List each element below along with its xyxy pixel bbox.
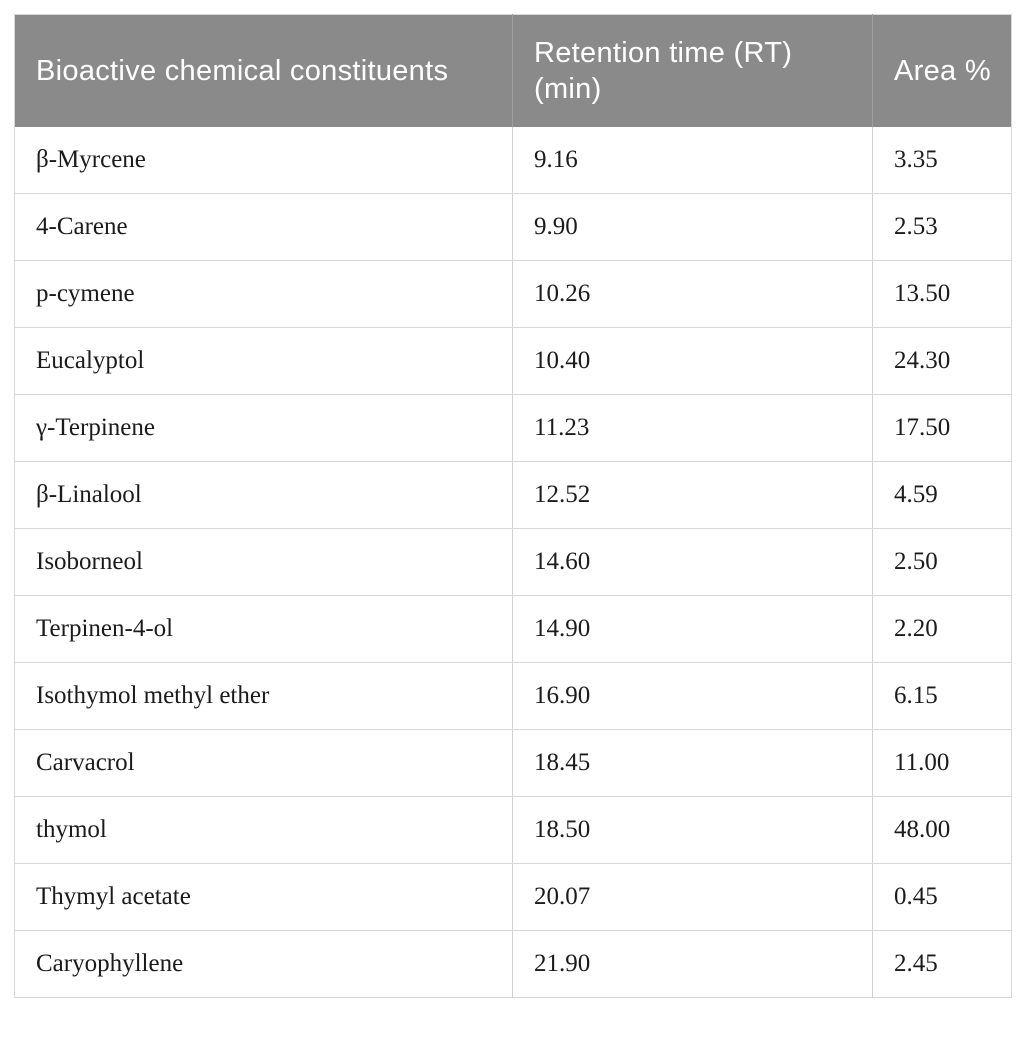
- retention-time-cell: 20.07: [512, 863, 873, 931]
- constituent-cell: β-Linalool: [14, 461, 513, 529]
- retention-time-cell: 12.52: [512, 461, 873, 529]
- area-percent-cell: 11.00: [872, 729, 1012, 797]
- retention-time-cell: 18.50: [512, 796, 873, 864]
- area-percent-cell: 2.50: [872, 528, 1012, 596]
- constituent-cell: Eucalyptol: [14, 327, 513, 395]
- table-body: β-Myrcene 9.16 3.35 4-Carene 9.90 2.53 p…: [14, 126, 1012, 998]
- table-row: Thymyl acetate 20.07 0.45: [14, 863, 1012, 931]
- area-percent-cell: 3.35: [872, 126, 1012, 194]
- table-row: Eucalyptol 10.40 24.30: [14, 327, 1012, 395]
- retention-time-cell: 14.60: [512, 528, 873, 596]
- retention-time-cell: 16.90: [512, 662, 873, 730]
- retention-time-cell: 10.26: [512, 260, 873, 328]
- retention-time-cell: 21.90: [512, 930, 873, 998]
- area-percent-cell: 4.59: [872, 461, 1012, 529]
- table-row: Caryophyllene 21.90 2.45: [14, 930, 1012, 998]
- constituent-cell: Caryophyllene: [14, 930, 513, 998]
- constituents-table-container: Bioactive chemical constituents Retentio…: [14, 14, 1012, 998]
- header-row: Bioactive chemical constituents Retentio…: [14, 14, 1012, 127]
- table-row: β-Myrcene 9.16 3.35: [14, 126, 1012, 194]
- constituent-cell: Carvacrol: [14, 729, 513, 797]
- table-header: Bioactive chemical constituents Retentio…: [14, 14, 1012, 127]
- constituent-cell: Isothymol methyl ether: [14, 662, 513, 730]
- table-row: Carvacrol 18.45 11.00: [14, 729, 1012, 797]
- retention-time-cell: 9.90: [512, 193, 873, 261]
- constituent-cell: thymol: [14, 796, 513, 864]
- table-row: β-Linalool 12.52 4.59: [14, 461, 1012, 529]
- area-percent-cell: 2.45: [872, 930, 1012, 998]
- header-retention-time: Retention time (RT) (min): [512, 14, 873, 127]
- constituent-cell: p-cymene: [14, 260, 513, 328]
- retention-time-cell: 18.45: [512, 729, 873, 797]
- table-row: thymol 18.50 48.00: [14, 796, 1012, 864]
- constituent-cell: 4-Carene: [14, 193, 513, 261]
- retention-time-cell: 9.16: [512, 126, 873, 194]
- header-constituents: Bioactive chemical constituents: [14, 14, 513, 127]
- constituent-cell: β-Myrcene: [14, 126, 513, 194]
- table-row: p-cymene 10.26 13.50: [14, 260, 1012, 328]
- constituents-table: Bioactive chemical constituents Retentio…: [14, 14, 1012, 998]
- area-percent-cell: 6.15: [872, 662, 1012, 730]
- retention-time-cell: 10.40: [512, 327, 873, 395]
- constituent-cell: Thymyl acetate: [14, 863, 513, 931]
- area-percent-cell: 48.00: [872, 796, 1012, 864]
- table-row: Terpinen-4-ol 14.90 2.20: [14, 595, 1012, 663]
- table-row: γ-Terpinene 11.23 17.50: [14, 394, 1012, 462]
- table-row: Isothymol methyl ether 16.90 6.15: [14, 662, 1012, 730]
- retention-time-cell: 14.90: [512, 595, 873, 663]
- area-percent-cell: 2.53: [872, 193, 1012, 261]
- header-area-percent: Area %: [872, 14, 1012, 127]
- table-row: Isoborneol 14.60 2.50: [14, 528, 1012, 596]
- retention-time-cell: 11.23: [512, 394, 873, 462]
- area-percent-cell: 0.45: [872, 863, 1012, 931]
- area-percent-cell: 24.30: [872, 327, 1012, 395]
- area-percent-cell: 2.20: [872, 595, 1012, 663]
- area-percent-cell: 13.50: [872, 260, 1012, 328]
- area-percent-cell: 17.50: [872, 394, 1012, 462]
- constituent-cell: Terpinen-4-ol: [14, 595, 513, 663]
- constituent-cell: Isoborneol: [14, 528, 513, 596]
- constituent-cell: γ-Terpinene: [14, 394, 513, 462]
- table-row: 4-Carene 9.90 2.53: [14, 193, 1012, 261]
